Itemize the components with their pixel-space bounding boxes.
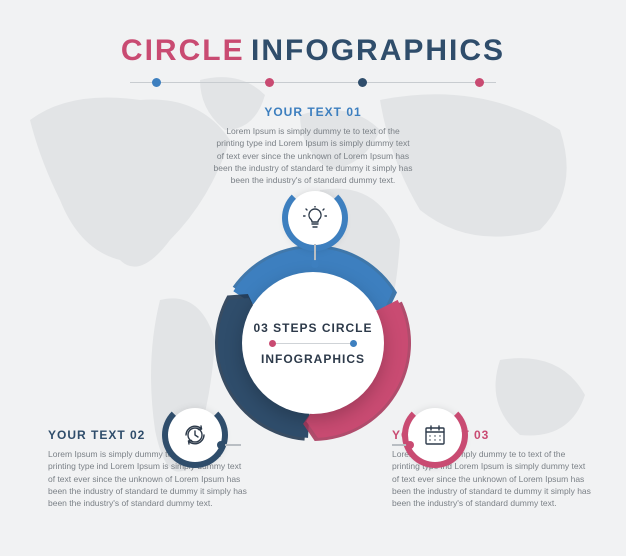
page-title: CIRCLE INFOGRAPHICS bbox=[0, 34, 626, 68]
segment-1-text: YOUR TEXT 01 Lorem Ipsum is simply dummy… bbox=[213, 105, 413, 187]
circle-diagram: 03 STEPS CIRCLE INFOGRAPHICS bbox=[218, 248, 408, 438]
center-divider bbox=[273, 343, 353, 344]
connector-pin-3 bbox=[392, 444, 408, 446]
title-divider bbox=[130, 82, 496, 83]
connector-pin-1 bbox=[314, 244, 316, 262]
segment-2-icon-circle bbox=[168, 408, 222, 462]
segment-1-title: YOUR TEXT 01 bbox=[213, 105, 413, 119]
segment-2-ring bbox=[162, 402, 228, 468]
segment-3-ring bbox=[402, 402, 468, 468]
center-disc: 03 STEPS CIRCLE INFOGRAPHICS bbox=[242, 272, 384, 414]
segment-1-ring bbox=[282, 185, 348, 251]
divider-dot bbox=[152, 78, 161, 87]
segment-3-icon-circle bbox=[408, 408, 462, 462]
divider-dot bbox=[358, 78, 367, 87]
center-text-1: 03 STEPS CIRCLE bbox=[253, 321, 372, 335]
title-word-a: CIRCLE bbox=[121, 34, 245, 67]
divider-dot bbox=[265, 78, 274, 87]
segment-1-icon-circle bbox=[288, 191, 342, 245]
center-text-2: INFOGRAPHICS bbox=[261, 352, 365, 366]
segment-1-body: Lorem Ipsum is simply dummy te to text o… bbox=[213, 125, 413, 187]
title-word-b: INFOGRAPHICS bbox=[251, 34, 505, 67]
divider-dot bbox=[475, 78, 484, 87]
connector-pin-2 bbox=[225, 444, 241, 446]
